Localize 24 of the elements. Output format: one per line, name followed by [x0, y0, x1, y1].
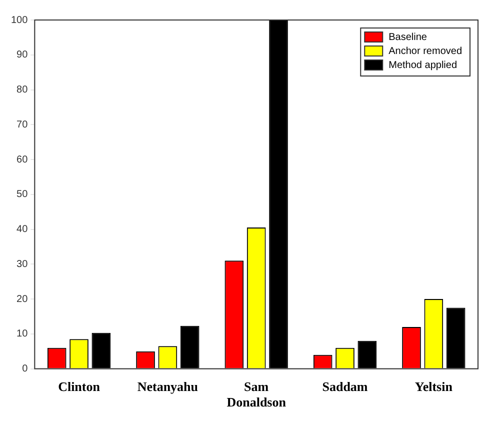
y-tick-label: 100: [10, 14, 28, 26]
x-tick-label: Clinton: [58, 378, 101, 394]
legend-label: Baseline: [388, 32, 428, 43]
x-tick-label: Saddam: [322, 378, 368, 394]
bar: [92, 332, 111, 368]
y-tick-label: 40: [16, 224, 28, 236]
bar: [358, 340, 377, 368]
y-tick-label: 30: [16, 258, 28, 270]
y-tick-label: 90: [16, 50, 28, 61]
y-tick-label: 10: [16, 328, 28, 340]
bar: [269, 20, 288, 368]
legend-label: Method applied: [388, 60, 458, 71]
x-tick-label: Sam Donaldson: [226, 378, 287, 410]
y-tick-label: 70: [16, 119, 28, 130]
y-tick-label: 20: [16, 294, 28, 305]
bar: [446, 308, 466, 368]
bar: [180, 326, 200, 368]
x-tick-label: Yeltsin: [414, 378, 454, 394]
y-tick-label: 80: [16, 84, 28, 96]
y-tick-label: 0: [22, 364, 28, 375]
y-tick-label: 50: [16, 189, 28, 200]
legend-label: Anchor removed: [388, 46, 462, 57]
x-tick-label: Netanyahu: [137, 378, 198, 394]
y-tick-label: 60: [16, 154, 28, 166]
